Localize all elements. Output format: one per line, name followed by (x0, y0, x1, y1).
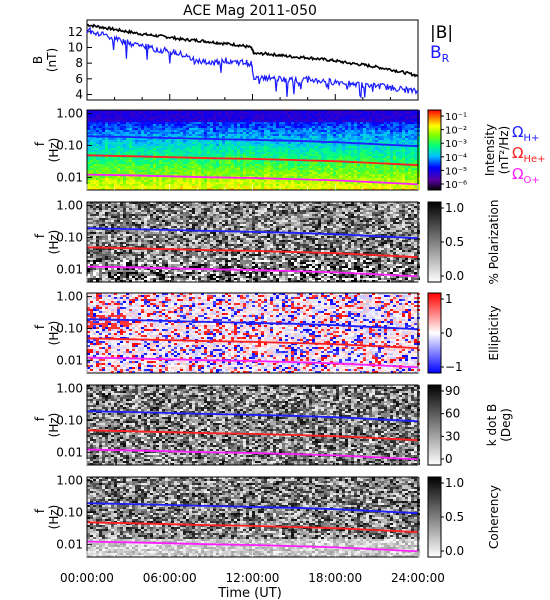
f-y-axis-unit: (Hz) (47, 138, 61, 163)
legend-gyro-o: ΩO+ (512, 165, 540, 186)
f-y-tick-label: 0.01 (56, 445, 83, 459)
colorbar-tick-label: 10⁻² (445, 126, 467, 137)
colorbar (427, 109, 442, 191)
colorbar-tick-label: 10⁻³ (445, 139, 467, 150)
f-y-tick-label: 0.10 (56, 138, 83, 152)
f-y-tick-label: 0.10 (56, 321, 83, 335)
x-tick-label: 06:00:00 (143, 571, 197, 585)
f-y-axis-unit: (Hz) (47, 230, 61, 255)
gyro-line-he (86, 521, 419, 534)
gyro-line-h (86, 410, 419, 423)
panels: 00:00:00 06:00:00 12:00:00 18:00:00 24:00:00… (31, 19, 546, 585)
colorbar-tick-label: 1.0 (445, 201, 464, 215)
colorbar-tick-label: 10⁻⁴ (445, 153, 467, 164)
gyro-line-h (86, 227, 419, 240)
f-y-tick-label: 1.00 (56, 199, 83, 213)
colorbar-tick-label: 0 (445, 326, 453, 340)
spectrogram-bwr-cells (87, 293, 420, 373)
x-axis-label: Time (UT) (217, 586, 282, 600)
colorbar-tick-label: 10⁻¹ (445, 112, 467, 123)
colorbar (427, 292, 442, 374)
f-y-axis-unit: (Hz) (47, 413, 61, 438)
f-y-tick-label: 0.10 (56, 413, 83, 427)
f-y-tick-label: 0.01 (56, 262, 83, 276)
b-y-axis-label: B (31, 56, 45, 64)
f-y-axis-label: f (33, 233, 47, 238)
chart-title: ACE Mag 2011-050 (183, 3, 317, 19)
gyro-line-he (86, 154, 419, 167)
legend-b-magnitude: |B| (430, 23, 453, 43)
f-y-tick-label: 0.10 (56, 505, 83, 519)
gyro-line-h (86, 135, 419, 148)
spectrogram-rainbow-cells (87, 110, 420, 190)
colorbar (427, 201, 442, 283)
gyro-line-he (86, 429, 419, 442)
gyro-line-h (86, 502, 419, 515)
f-y-tick-label: 1.00 (56, 107, 83, 121)
x-tick-label: 12:00:00 (226, 571, 280, 585)
b-y-axis-unit: (nT) (45, 48, 59, 72)
colorbar-tick-label: 10⁻⁶ (445, 180, 467, 191)
legend-gyro-h: ΩH+ (512, 123, 539, 144)
colorbar-tick-label: 0 (445, 452, 453, 466)
f-y-axis-label: f (33, 416, 47, 421)
gyro-line-o (86, 356, 419, 369)
colorbar-unit: (Deg) (499, 408, 513, 442)
colorbar-tick-label: 0.0 (445, 544, 464, 558)
f-y-tick-label: 0.10 (56, 230, 83, 244)
colorbar-tick-label: 0.5 (445, 235, 464, 249)
colorbar-tick-label: 60 (445, 407, 460, 421)
f-y-tick-label: 1.00 (56, 290, 83, 304)
colorbar-tick-label: 1 (445, 292, 453, 306)
x-tick-label: 00:00:00 (60, 571, 114, 585)
colorbar-tick-label: 90 (445, 384, 460, 398)
colorbar-tick-label: 0.0 (445, 269, 464, 283)
colorbar-label: Coherency (487, 485, 501, 549)
b-y-tick-label: 8 (75, 56, 83, 70)
colorbar-label: Ellipticity (487, 306, 501, 361)
f-y-axis-label: f (33, 141, 47, 146)
f-y-tick-label: 1.00 (56, 382, 83, 396)
f-y-tick-label: 1.00 (56, 474, 83, 488)
colorbar-tick-label: 30 (445, 429, 460, 443)
b-y-tick-label: 10 (68, 40, 83, 54)
gyro-line-h (86, 318, 419, 331)
colorbar-label: k dot B (485, 404, 499, 446)
x-tick-label: 18:00:00 (308, 571, 362, 585)
f-y-axis-label: f (33, 324, 47, 329)
gyro-line-he (86, 246, 419, 259)
spectrogram-gray-coh-cells (87, 477, 420, 557)
legend-b-radial: BR (430, 43, 450, 65)
f-y-tick-label: 0.01 (56, 537, 83, 551)
gyro-line-he (86, 337, 419, 350)
colorbar-label: Intensity (483, 124, 497, 176)
f-y-axis-label: f (33, 508, 47, 513)
legend-gyro-he: ΩHe+ (512, 144, 546, 165)
colorbar-tick-label: 1.0 (445, 476, 464, 490)
b-y-tick-label: 12 (68, 25, 83, 39)
x-tick-label: 24:00:00 (391, 571, 445, 585)
f-y-axis-unit: (Hz) (47, 505, 61, 530)
colorbar-tick-label: 10⁻⁵ (445, 166, 467, 177)
f-y-axis-unit: (Hz) (47, 321, 61, 346)
gyro-line-o (86, 448, 419, 461)
colorbar-label: % Polarization (487, 200, 501, 285)
colorbar-unit: (nT²/Hz) (497, 126, 511, 174)
gyro-line-o (86, 265, 419, 278)
series-line-b-radial (86, 26, 419, 99)
colorbar-tick-label: 0.5 (445, 510, 464, 524)
f-y-tick-label: 0.01 (56, 353, 83, 367)
colorbar (427, 384, 442, 466)
gyro-line-o (86, 173, 419, 186)
b-y-tick-label: 4 (75, 88, 83, 102)
series-line-b-magnitude (87, 23, 419, 78)
colorbar (427, 476, 442, 558)
gyro-line-o (86, 540, 419, 553)
colorbar-tick-label: −1 (445, 360, 463, 374)
b-y-tick-label: 6 (75, 72, 83, 86)
f-y-tick-label: 0.01 (56, 170, 83, 184)
